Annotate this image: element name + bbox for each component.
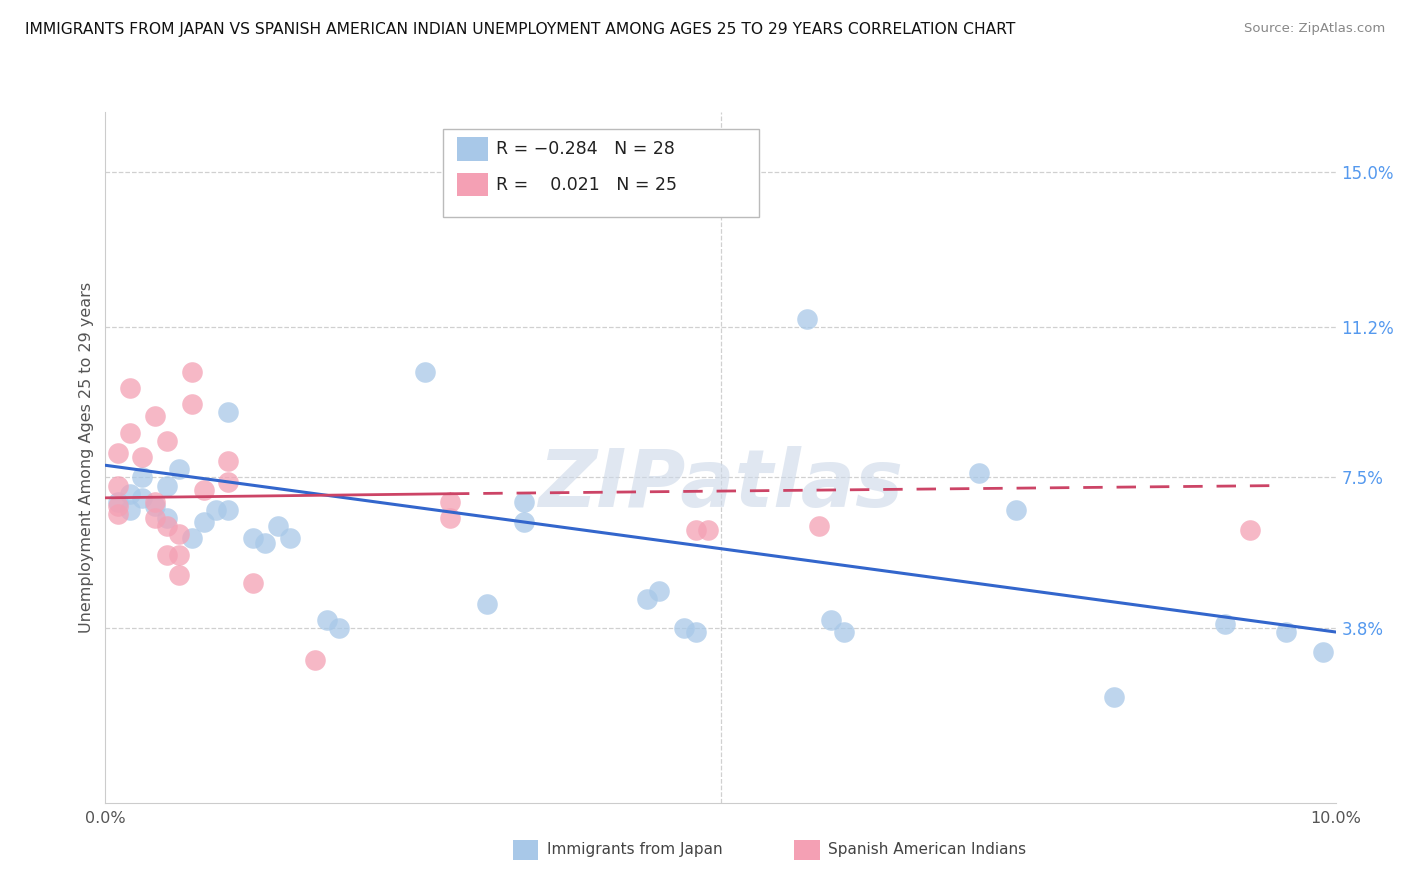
- Point: [193, 515, 215, 529]
- Point: [636, 592, 658, 607]
- Point: [193, 483, 215, 497]
- Point: [218, 475, 240, 489]
- Point: [218, 503, 240, 517]
- Point: [254, 535, 277, 549]
- Y-axis label: Unemployment Among Ages 25 to 29 years: Unemployment Among Ages 25 to 29 years: [79, 282, 94, 632]
- Point: [107, 507, 129, 521]
- Text: ZIPatlas: ZIPatlas: [538, 446, 903, 524]
- Point: [685, 625, 707, 640]
- Point: [169, 568, 191, 582]
- Point: [439, 495, 461, 509]
- Point: [143, 495, 166, 509]
- Point: [180, 365, 202, 379]
- Point: [131, 450, 153, 465]
- Point: [832, 625, 855, 640]
- Point: [808, 519, 831, 533]
- Point: [304, 653, 326, 667]
- Point: [156, 548, 179, 562]
- Point: [1104, 690, 1126, 704]
- Text: R =    0.021   N = 25: R = 0.021 N = 25: [496, 176, 678, 194]
- Point: [120, 425, 141, 440]
- Point: [156, 434, 179, 448]
- Point: [120, 487, 141, 501]
- Point: [180, 397, 202, 411]
- Point: [820, 613, 842, 627]
- Text: IMMIGRANTS FROM JAPAN VS SPANISH AMERICAN INDIAN UNEMPLOYMENT AMONG AGES 25 TO 2: IMMIGRANTS FROM JAPAN VS SPANISH AMERICA…: [25, 22, 1015, 37]
- Point: [328, 621, 350, 635]
- Point: [513, 515, 536, 529]
- Point: [267, 519, 290, 533]
- Point: [131, 491, 153, 505]
- Point: [672, 621, 695, 635]
- Point: [120, 503, 141, 517]
- Point: [156, 511, 179, 525]
- Point: [107, 446, 129, 460]
- Text: Immigrants from Japan: Immigrants from Japan: [547, 842, 723, 856]
- Point: [169, 462, 191, 476]
- Point: [685, 524, 707, 538]
- Point: [107, 478, 129, 492]
- Point: [648, 584, 671, 599]
- Text: Spanish American Indians: Spanish American Indians: [828, 842, 1026, 856]
- Point: [1213, 616, 1236, 631]
- Point: [315, 613, 337, 627]
- Text: Source: ZipAtlas.com: Source: ZipAtlas.com: [1244, 22, 1385, 36]
- Point: [143, 409, 166, 424]
- Point: [107, 495, 129, 509]
- Point: [169, 527, 191, 541]
- Point: [439, 511, 461, 525]
- Point: [1312, 645, 1334, 659]
- Point: [143, 499, 166, 513]
- Point: [107, 499, 129, 513]
- Point: [513, 495, 536, 509]
- Point: [415, 365, 437, 379]
- Point: [143, 511, 166, 525]
- Point: [156, 478, 179, 492]
- Point: [120, 381, 141, 395]
- Point: [1275, 625, 1298, 640]
- Point: [205, 503, 228, 517]
- Point: [218, 405, 240, 419]
- Point: [131, 470, 153, 484]
- Point: [169, 548, 191, 562]
- Point: [156, 519, 179, 533]
- Text: R = −0.284   N = 28: R = −0.284 N = 28: [496, 140, 675, 158]
- Point: [278, 532, 301, 546]
- Point: [242, 532, 264, 546]
- Point: [242, 576, 264, 591]
- Point: [218, 454, 240, 468]
- Point: [1004, 503, 1026, 517]
- Point: [180, 532, 202, 546]
- Point: [967, 467, 990, 481]
- Point: [1239, 524, 1261, 538]
- Point: [697, 524, 720, 538]
- Point: [796, 312, 818, 326]
- Point: [475, 597, 498, 611]
